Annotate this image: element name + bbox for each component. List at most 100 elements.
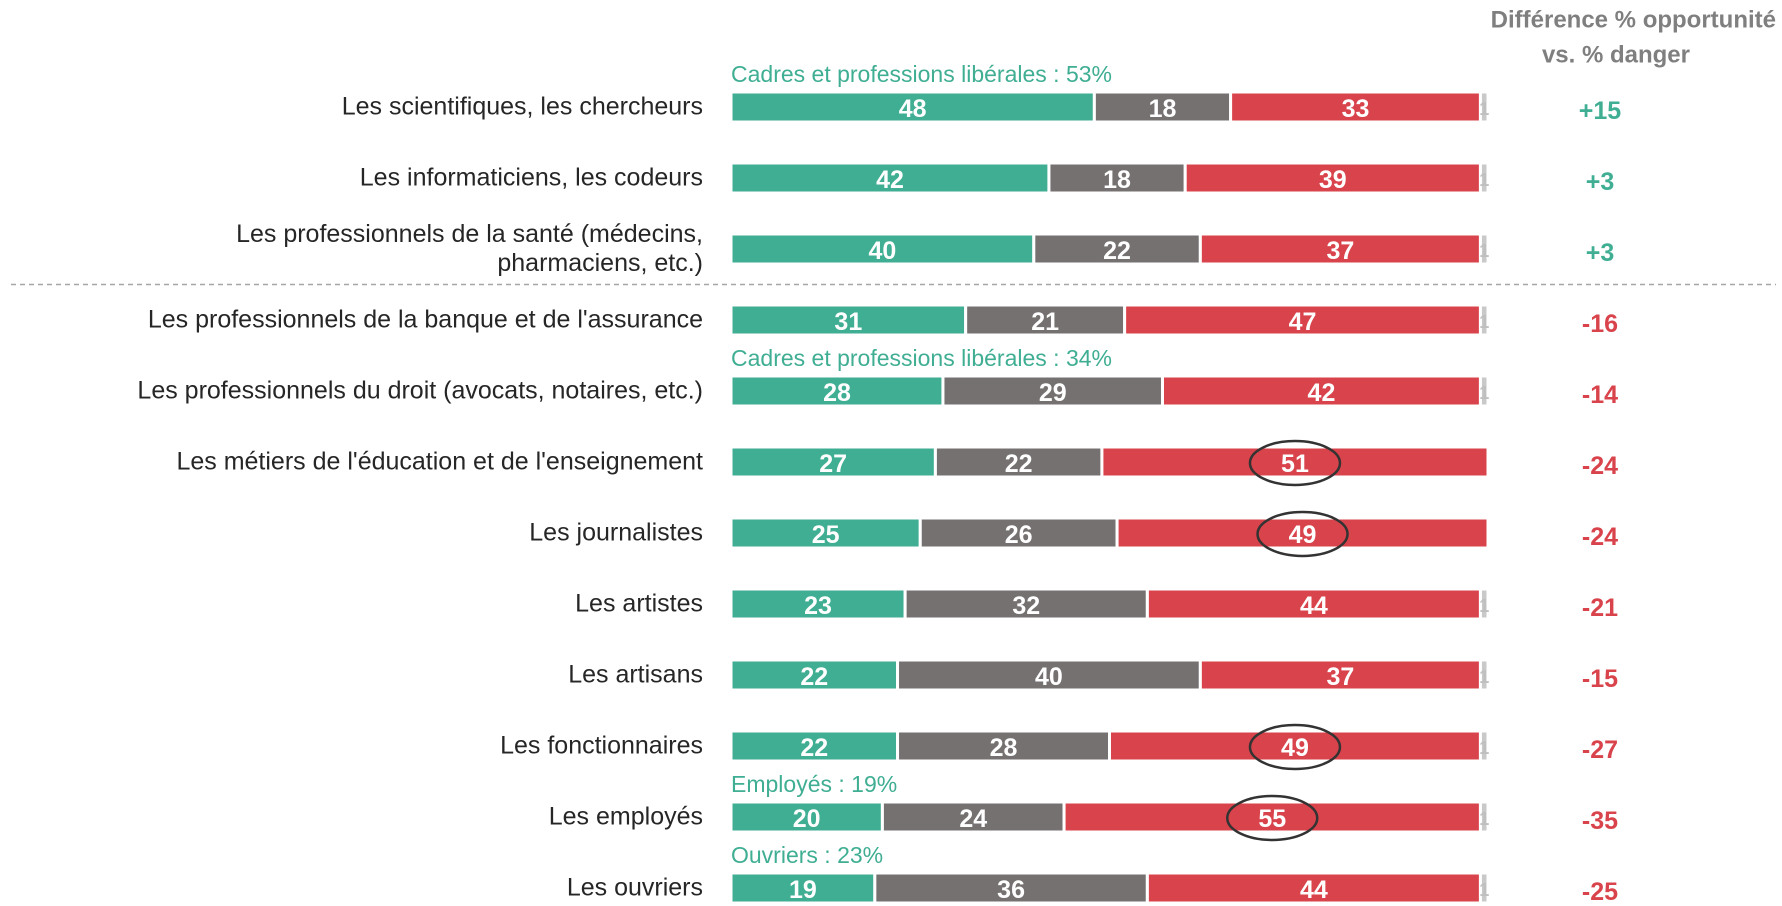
bar-segment	[1123, 303, 1482, 337]
bar-segment	[1108, 729, 1482, 763]
category-label: Les informaticiens, les codeurs	[359, 163, 703, 192]
value-label: 44	[1300, 876, 1328, 904]
value-label: 18	[1103, 166, 1131, 194]
value-label: 1	[1479, 667, 1489, 687]
bar-segment	[903, 587, 1149, 621]
category-label: Les professionnels de la banque et de l'…	[147, 305, 703, 334]
bar-segment	[1032, 232, 1202, 266]
bar-segment	[1145, 871, 1482, 905]
bar-segment	[729, 445, 937, 479]
value-label: 1	[1479, 383, 1489, 403]
bar-segment	[1092, 90, 1233, 124]
bar-segment	[933, 445, 1104, 479]
difference-label: -24	[1582, 523, 1618, 551]
difference-label: +15	[1579, 97, 1622, 125]
bar-segment	[1047, 161, 1187, 195]
value-label: 1	[1479, 170, 1489, 190]
value-label: 37	[1326, 237, 1354, 265]
value-label: 28	[823, 379, 851, 407]
value-label: 39	[1319, 166, 1347, 194]
value-label: 49	[1281, 734, 1309, 762]
bar-segment	[1478, 729, 1490, 763]
bar-segment	[1145, 587, 1482, 621]
category-label: Les scientifiques, les chercheurs	[341, 92, 703, 121]
value-label: 40	[868, 237, 896, 265]
value-label: 48	[899, 95, 927, 123]
bar-segment	[729, 374, 945, 408]
category-label: Les employés	[548, 802, 703, 831]
difference-label: +3	[1586, 168, 1615, 196]
value-label: 22	[1103, 237, 1131, 265]
value-label: 32	[1012, 592, 1040, 620]
value-label: 1	[1479, 312, 1489, 332]
difference-label: -21	[1582, 594, 1618, 622]
bar-segment	[1478, 232, 1490, 266]
category-label: Les fonctionnaires	[500, 731, 703, 760]
value-label: 47	[1289, 308, 1317, 336]
value-label: 22	[800, 663, 828, 691]
bar-segment	[1160, 374, 1482, 408]
bar-segment	[873, 871, 1149, 905]
value-label: 27	[819, 450, 847, 478]
bar-segment	[729, 729, 900, 763]
value-label: 1	[1479, 880, 1489, 900]
bar-segment	[729, 658, 900, 692]
difference-label: -35	[1582, 807, 1618, 835]
bar-segment	[1478, 871, 1490, 905]
bar-segment	[1478, 800, 1490, 834]
category-label: Les artistes	[575, 589, 703, 618]
value-label: 33	[1342, 95, 1370, 123]
category-label: Les métiers de l'éducation et de l'ensei…	[176, 447, 703, 476]
value-label: 49	[1289, 521, 1317, 549]
bar-segment	[729, 232, 1036, 266]
annotation: Cadres et professions libérales : 34%	[731, 345, 1112, 371]
value-label: 21	[1031, 308, 1059, 336]
value-label: 31	[834, 308, 862, 336]
value-label: 26	[1005, 521, 1033, 549]
bar-segment	[729, 587, 907, 621]
value-label: 37	[1326, 663, 1354, 691]
bar-segment	[1062, 800, 1482, 834]
value-label: 55	[1258, 805, 1286, 833]
bar-segment	[1115, 516, 1490, 550]
bar-segment	[1183, 161, 1482, 195]
value-label: 24	[959, 805, 987, 833]
difference-label: -27	[1582, 736, 1618, 764]
value-label: 18	[1149, 95, 1177, 123]
highlight-circle	[1256, 510, 1349, 558]
value-label: 22	[800, 734, 828, 762]
difference-label: -16	[1582, 310, 1618, 338]
value-label: 1	[1479, 809, 1489, 829]
bar-segment	[1198, 658, 1482, 692]
value-label: 20	[793, 805, 821, 833]
highlight-circle	[1226, 794, 1319, 842]
value-label: 29	[1039, 379, 1067, 407]
category-label: Les professionnels du droit (avocats, no…	[137, 376, 703, 405]
bar-segment	[729, 516, 922, 550]
difference-label: +3	[1586, 239, 1615, 267]
value-label: 1	[1479, 241, 1489, 261]
category-label: Les professionnels de la santé (médecins…	[236, 220, 703, 277]
value-label: 42	[1308, 379, 1336, 407]
difference-title: vs. % danger	[1542, 42, 1690, 69]
value-label: 1	[1479, 738, 1489, 758]
difference-label: -15	[1582, 665, 1618, 693]
difference-label: -25	[1582, 878, 1618, 906]
highlight-circle	[1248, 723, 1342, 771]
value-label: 1	[1479, 99, 1489, 119]
category-label: Les journalistes	[529, 518, 703, 547]
bar-segment	[1100, 445, 1490, 479]
bar-segment	[880, 800, 1066, 834]
value-label: 23	[804, 592, 832, 620]
bar-segment	[1478, 374, 1490, 408]
value-label: 19	[789, 876, 817, 904]
bar-segment	[1478, 90, 1490, 124]
category-label: Les artisans	[568, 660, 703, 689]
value-label: 1	[1479, 596, 1489, 616]
annotation: Cadres et professions libérales : 53%	[731, 61, 1112, 87]
value-label: 25	[812, 521, 840, 549]
value-label: 51	[1281, 450, 1309, 478]
value-label: 28	[990, 734, 1018, 762]
